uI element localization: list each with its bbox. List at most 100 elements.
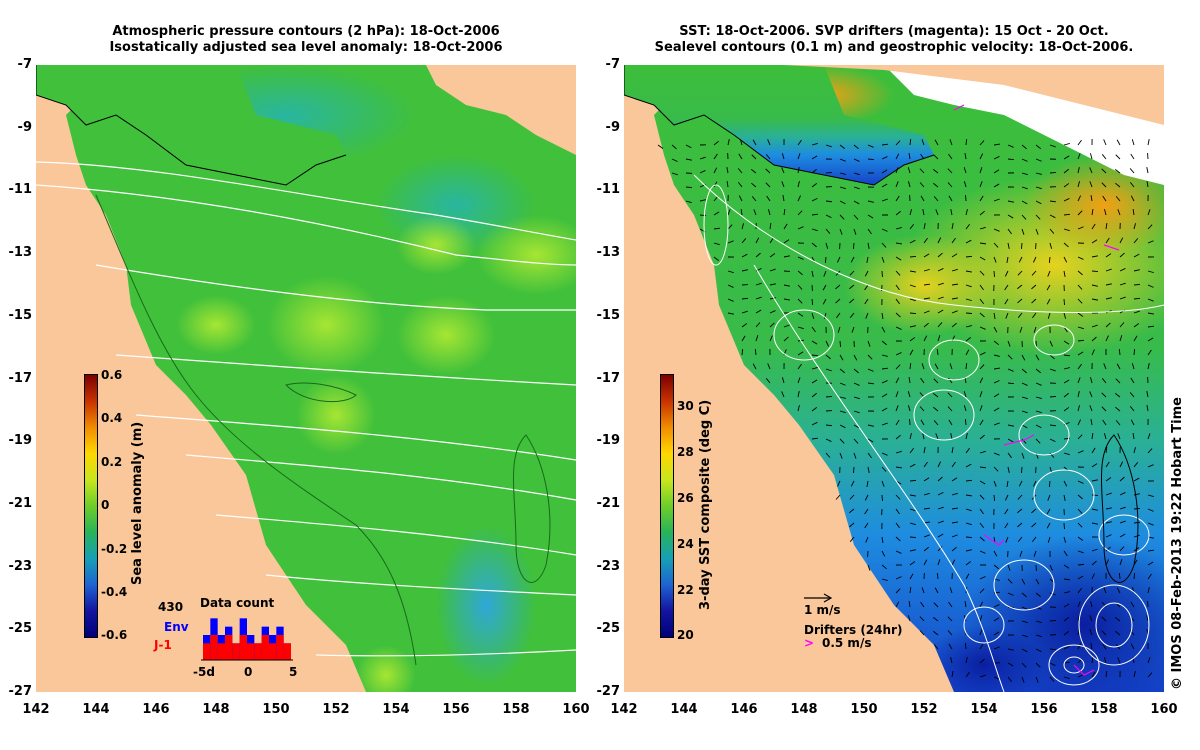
velocity-vector	[933, 420, 939, 426]
left-lat-tick: -9	[17, 119, 32, 135]
velocity-vector	[685, 158, 692, 161]
velocity-vector	[853, 396, 860, 400]
right-lon-tick: 160	[1150, 702, 1178, 717]
histogram-tick-neg5d: -5d	[193, 665, 215, 679]
velocity-vector	[1091, 573, 1095, 580]
velocity-vector	[948, 419, 953, 426]
velocity-vector	[895, 450, 902, 454]
velocity-vector	[895, 508, 900, 515]
sea-level-colorbar-label: Sea level anomaly (m)	[130, 421, 145, 585]
svp-drifter-tracks	[953, 104, 1120, 676]
velocity-vector	[881, 466, 887, 472]
velocity-vector	[1035, 438, 1041, 444]
velocity-vector	[965, 671, 970, 678]
velocity-vector	[740, 208, 743, 216]
velocity-vector	[1035, 410, 1042, 414]
right-lat-tick: -13	[596, 245, 621, 261]
velocity-vector	[1077, 181, 1080, 188]
colorbar-tick-0.6: 0.6	[101, 368, 123, 382]
velocity-vector	[767, 139, 771, 146]
velocity-vector	[965, 239, 972, 244]
velocity-vector	[1046, 508, 1051, 515]
velocity-vector	[1063, 480, 1068, 487]
velocity-vector	[1005, 312, 1009, 319]
velocity-vector	[1063, 379, 1070, 384]
velocity-vector	[881, 228, 888, 232]
velocity-vector	[1004, 522, 1009, 529]
geostrophic-velocity-vectors	[657, 138, 1155, 683]
velocity-vector	[909, 549, 916, 552]
velocity-vector	[1105, 335, 1109, 342]
velocity-vector	[909, 325, 916, 328]
velocity-vector	[1047, 312, 1051, 319]
velocity-vector	[864, 494, 869, 501]
right-lon-tick: 150	[850, 702, 878, 717]
colorbar-tick-neg0.6: -0.6	[101, 628, 128, 642]
velocity-vector	[1105, 446, 1108, 454]
velocity-vector	[1115, 406, 1121, 412]
velocity-vector	[949, 363, 953, 370]
velocity-vector	[1021, 648, 1028, 653]
velocity-vector	[867, 228, 872, 235]
velocity-vector	[825, 424, 833, 427]
velocity-vector	[1133, 348, 1136, 356]
velocity-vector	[1147, 448, 1153, 454]
velocity-vector	[766, 195, 771, 202]
velocity-vector	[1077, 377, 1081, 384]
velocity-vector	[1119, 533, 1126, 538]
velocity-vector	[864, 508, 869, 515]
velocity-vector	[1049, 648, 1057, 651]
velocity-vector	[867, 368, 874, 372]
velocity-vector	[1146, 391, 1149, 398]
velocity-vector	[1032, 256, 1037, 263]
velocity-vector	[1130, 377, 1135, 384]
velocity-vector	[923, 559, 928, 566]
velocity-vector	[825, 242, 829, 249]
velocity-vector	[1063, 168, 1069, 174]
velocity-vector	[1131, 363, 1135, 370]
velocity-vector	[1091, 656, 1094, 664]
velocity-vector	[909, 349, 914, 356]
velocity-vector	[825, 438, 832, 442]
velocity-vector	[923, 253, 930, 258]
new-guinea-landmass	[426, 65, 576, 155]
velocity-vector	[979, 181, 983, 188]
velocity-vector	[1133, 462, 1139, 468]
velocity-vector	[1035, 144, 1042, 150]
velocity-vector	[797, 284, 803, 290]
velocity-vector	[909, 479, 917, 482]
velocity-vector	[1133, 223, 1136, 230]
velocity-vector	[1077, 391, 1080, 398]
velocity-vector	[979, 576, 986, 580]
velocity-vector	[1047, 494, 1051, 501]
velocity-vector	[751, 182, 757, 188]
velocity-vector	[811, 437, 819, 440]
velocity-vector	[741, 297, 749, 300]
velocity-vector	[965, 337, 972, 342]
velocity-vector	[979, 256, 986, 261]
velocity-vector	[993, 631, 1000, 636]
velocity-vector	[979, 326, 986, 330]
j1-bar	[261, 635, 269, 660]
velocity-vector	[951, 521, 958, 524]
velocity-vector	[1133, 310, 1140, 314]
velocity-vector	[1035, 396, 1042, 399]
j1-bar	[217, 643, 225, 660]
velocity-vector	[1130, 419, 1135, 426]
histogram-tick-0: 0	[244, 665, 253, 679]
velocity-vector	[864, 298, 869, 305]
left-lon-tick: 146	[142, 702, 170, 717]
velocity-vector	[850, 256, 855, 263]
velocity-vector	[951, 671, 954, 678]
velocity-vector	[909, 522, 916, 526]
velocity-vector	[951, 322, 957, 328]
right-lon-tick: 146	[730, 702, 758, 717]
velocity-vector	[1063, 242, 1069, 248]
velocity-vector	[1077, 256, 1084, 260]
velocity-vector	[1147, 561, 1154, 566]
velocity-vector	[881, 143, 889, 146]
velocity-vector	[1032, 536, 1037, 543]
velocity-vector	[1132, 433, 1135, 440]
velocity-vector	[979, 391, 983, 398]
velocity-vector	[738, 195, 743, 202]
